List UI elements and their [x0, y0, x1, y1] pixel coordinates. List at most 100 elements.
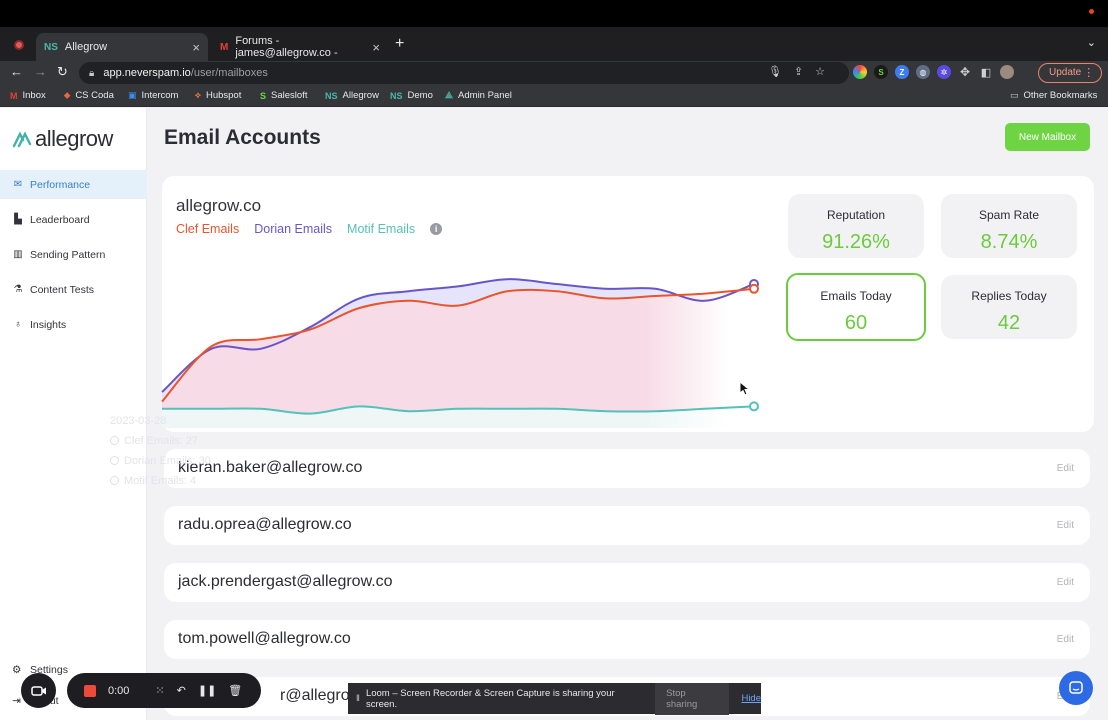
bookmark-label: CS Coda [75, 90, 114, 101]
bookmark-hubspot[interactable]: ⟡ Hubspot [195, 90, 241, 101]
mailbox-email: radu.oprea@allegrow.co [178, 516, 352, 533]
allegrow-logo[interactable]: allegrow [12, 126, 113, 152]
point-clef-emails[interactable] [749, 283, 759, 294]
allegrow-icon: ⟁ [445, 90, 454, 100]
color-extension-icon[interactable] [853, 65, 867, 79]
stat-emails-today[interactable]: Emails Today 60 [786, 273, 926, 341]
trash-icon[interactable]: 🗑︎ [228, 685, 243, 697]
bookmark-label: Admin Panel [458, 90, 512, 101]
sidepanel-icon[interactable]: ◧ [980, 66, 992, 79]
back-arrow-icon[interactable]: ← [10, 64, 23, 79]
bookmark-label: Intercom [141, 90, 179, 101]
lock-icon: 🔒︎ [89, 67, 95, 79]
drawing-tool-icon[interactable]: ⁙ [155, 685, 165, 697]
bookmark-intercom[interactable]: ▣ Intercom [128, 90, 178, 101]
ns-icon: NS [390, 90, 403, 101]
performance-chart[interactable] [160, 256, 766, 432]
mailbox-email: tom.powell@allegrow.co [178, 630, 351, 647]
ns-icon: NS [325, 90, 338, 101]
bookmark-label: Demo [407, 90, 433, 101]
kebab-menu-icon[interactable]: ⋮ [1083, 67, 1095, 79]
close-tab-icon[interactable]: × [372, 39, 380, 55]
stat-label: Reputation [826, 208, 886, 222]
legend-motif-emails[interactable]: Motif Emails [347, 222, 416, 236]
legend-dorian-emails[interactable]: Dorian Emails [254, 222, 333, 236]
new-mailbox-button[interactable]: New Mailbox [1005, 123, 1090, 151]
flask-icon: ⚗ [13, 284, 23, 295]
line-clef-emails[interactable] [161, 287, 755, 403]
globe-extension-icon[interactable]: ◍ [916, 65, 930, 79]
ns-favicon-icon: NS [44, 41, 58, 53]
pause-icon[interactable]: ❚❚ [197, 685, 217, 697]
camera-button[interactable] [21, 673, 56, 708]
bookmark-cs-coda[interactable]: ⬥ CS Coda [64, 90, 114, 101]
tooltip-text: Clef Emails: 27 [124, 435, 198, 447]
bookmark-admin-panel[interactable]: ⟁ Admin Panel [445, 90, 512, 101]
profile-avatar[interactable] [1000, 65, 1014, 79]
gear-extension-icon[interactable]: ✲ [937, 65, 951, 79]
stop-recording-button[interactable] [84, 684, 96, 697]
sidebar-item-label: Insights [30, 318, 67, 331]
sidebar-item-performance[interactable]: ✉ Performance [0, 170, 147, 199]
recording-tab-icon[interactable] [14, 40, 24, 50]
mailbox-row[interactable]: kieran.baker@allegrow.co Edit [164, 449, 1090, 488]
line-motif-emails[interactable] [162, 405, 755, 415]
zoom-extension-icon[interactable]: Z [895, 65, 909, 79]
new-tab-button[interactable]: + [395, 35, 405, 52]
forward-arrow-icon[interactable]: → [34, 64, 47, 79]
sidebar-item-content-tests[interactable]: ⚗ Content Tests [0, 275, 147, 304]
chat-icon [1069, 681, 1083, 694]
undo-icon[interactable]: ↶ [176, 685, 186, 697]
tooltip-line: Motif Emails: 4 [110, 471, 211, 491]
update-label: Update [1049, 67, 1082, 78]
sidebar-item-sending-pattern[interactable]: ▥ Sending Pattern [0, 240, 147, 269]
tab-title: Allegrow [64, 41, 108, 53]
drag-handle-icon[interactable]: ‖ [356, 693, 360, 704]
info-icon[interactable]: i [430, 223, 443, 235]
bookmark-demo[interactable]: NS Demo [390, 90, 433, 101]
bookmark-inbox[interactable]: M Inbox [10, 90, 46, 101]
legend-clef-emails[interactable]: Clef Emails [176, 222, 240, 236]
edit-link[interactable]: Edit [1056, 634, 1074, 645]
edit-link[interactable]: Edit [1056, 463, 1074, 474]
url-host: app.neverspam.io [103, 67, 191, 79]
bookmark-label: Salesloft [271, 90, 308, 101]
edit-link[interactable]: Edit [1056, 520, 1074, 531]
mailbox-row[interactable]: jack.prendergast@allegrow.co Edit [164, 563, 1090, 602]
intercom-chat-button[interactable] [1059, 671, 1093, 705]
edit-link[interactable]: Edit [1056, 577, 1074, 588]
gmail-favicon-icon: M [220, 41, 229, 53]
mailbox-email: jack.prendergast@allegrow.co [178, 573, 393, 590]
reload-icon[interactable]: ↻ [57, 64, 68, 79]
allegrow-logo-icon [12, 131, 32, 148]
mailbox-row[interactable]: tom.powell@allegrow.co Edit [164, 620, 1090, 659]
line-dorian-emails[interactable] [161, 278, 755, 393]
update-button[interactable]: Update ⋮ [1038, 63, 1103, 83]
stop-sharing-button[interactable]: Stop sharing [655, 682, 730, 715]
main-content: Email Accounts New Mailbox allegrow.co C… [147, 108, 1108, 720]
podium-icon: ▙ [14, 214, 22, 225]
puzzle-icon[interactable]: ✥ [959, 65, 971, 79]
sidebar-item-label: Sending Pattern [30, 248, 106, 261]
tab-allegrow[interactable]: NS Allegrow × [36, 33, 208, 61]
sidebar-item-insights[interactable]: ♁ Insights [0, 310, 147, 339]
screen-share-banner: ‖ Loom – Screen Recorder & Screen Captur… [348, 682, 761, 715]
bookmark-allegrow[interactable]: NS Allegrow [325, 90, 379, 101]
tab-search-chevron-icon[interactable]: ⌄ [1086, 37, 1096, 49]
point-motif-emails[interactable] [749, 401, 759, 412]
url-field[interactable]: 🔒︎ app.neverspam.io /user/mailboxes 🎙︎⇪☆ [79, 62, 849, 84]
tab-title: Forums - james@allegrow.co - [235, 35, 338, 59]
close-tab-icon[interactable]: × [192, 39, 200, 55]
tab-forums[interactable]: M Forums - james@allegrow.co - × [212, 33, 388, 61]
sidebar-item-leaderboard[interactable]: ▙ Leaderboard [0, 205, 147, 234]
hide-link[interactable]: Hide [741, 693, 761, 704]
bookmark-salesloft[interactable]: S Salesloft [260, 90, 307, 101]
mailbox-row[interactable]: radu.oprea@allegrow.co Edit [164, 506, 1090, 545]
recording-controls: 0:00 ⁙ ↶ ❚❚ 🗑︎ [67, 673, 261, 708]
area-clef-emails [162, 288, 754, 428]
salesloft-extension-icon[interactable]: S [874, 65, 888, 79]
logout-icon: ⇥ [12, 695, 21, 707]
omnibox-action-icons[interactable]: 🎙︎⇪☆ [767, 66, 837, 78]
other-bookmarks[interactable]: ▭ Other Bookmarks [1010, 90, 1097, 101]
sidebar-item-label: Content Tests [30, 283, 95, 296]
